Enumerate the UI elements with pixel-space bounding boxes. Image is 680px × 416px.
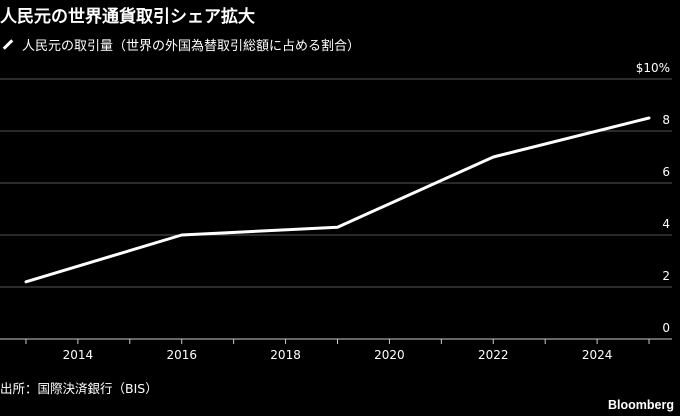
y-axis: $10% 0 2 4 6 8 xyxy=(636,61,670,335)
y-tick-label: 6 xyxy=(662,165,670,179)
x-axis: 2014 2016 2018 2020 2022 2024 xyxy=(0,338,672,362)
series-line xyxy=(24,116,651,284)
y-tick-label: $10% xyxy=(636,61,670,75)
legend: 人民元の取引量（世界の外国為替取引総額に占める割合） xyxy=(2,35,360,54)
x-tick-label: 2018 xyxy=(270,348,301,362)
chart-title: 人民元の世界通貨取引シェア拡大 xyxy=(0,7,255,27)
x-tick-label: 2022 xyxy=(478,348,509,362)
x-tick-label: 2014 xyxy=(63,348,94,362)
y-tick-label: 0 xyxy=(662,321,670,335)
source-note: 出所：国際決済銀行（BIS） xyxy=(0,381,158,396)
x-tick-label: 2016 xyxy=(166,348,197,362)
brand-logo: Bloomberg xyxy=(608,398,674,412)
y-tick-label: 8 xyxy=(662,113,670,127)
y-tick-label: 4 xyxy=(662,217,670,231)
series-lines xyxy=(24,116,651,284)
y-tick-label: 2 xyxy=(662,269,670,283)
x-tick-label: 2020 xyxy=(374,348,405,362)
x-tick-label: 2024 xyxy=(582,348,613,362)
legend-label: 人民元の取引量（世界の外国為替取引総額に占める割合） xyxy=(22,39,361,54)
gridlines xyxy=(0,78,672,288)
